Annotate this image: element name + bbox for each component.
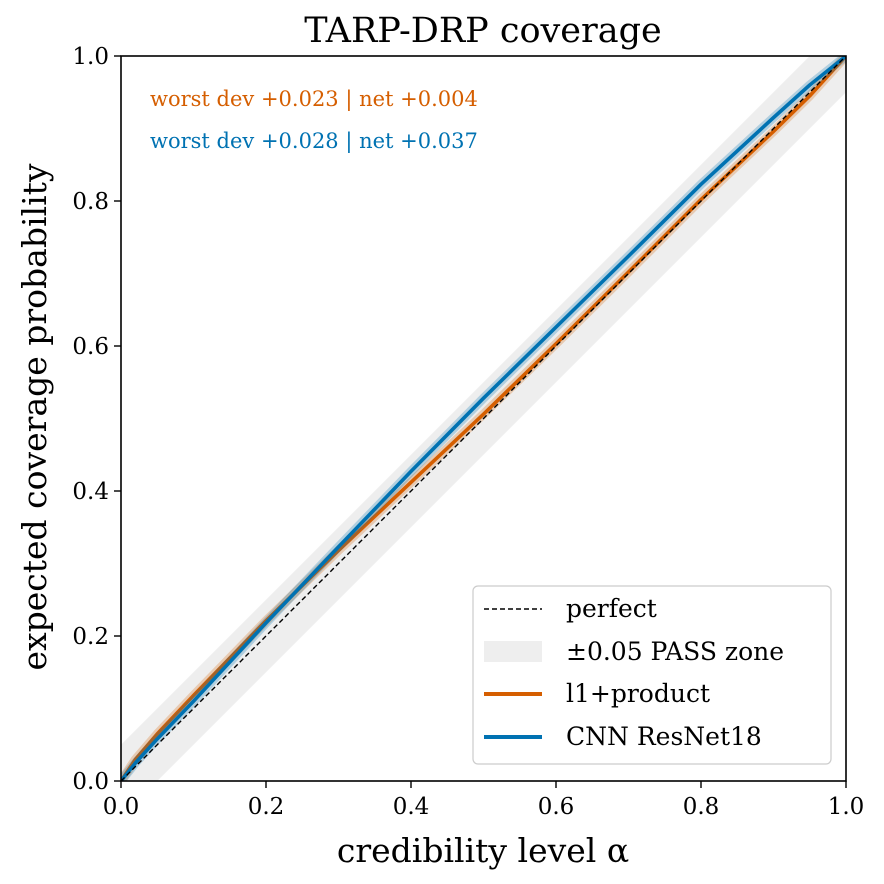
x-tick-label: 0.2 xyxy=(248,794,285,820)
y-tick-label: 0.8 xyxy=(72,189,109,215)
x-tick-label: 1.0 xyxy=(828,794,865,820)
plot-frame xyxy=(120,55,847,782)
y-axis-label: expected coverage probability xyxy=(15,163,54,670)
y-tick-label: 0.6 xyxy=(72,334,109,360)
annotation-cnn-resnet18: worst dev +0.028 | net +0.037 xyxy=(150,129,478,154)
series-line-cnn-resnet18 xyxy=(121,56,846,781)
x-tick-label: 0.0 xyxy=(103,794,140,820)
legend: perfect ±0.05 PASS zone l1+product CNN R… xyxy=(472,585,832,765)
legend-swatch-pass-zone xyxy=(484,641,542,662)
y-tick-label: 0.2 xyxy=(72,624,109,650)
x-tick-label: 0.6 xyxy=(538,794,575,820)
y-tick-label: 0.0 xyxy=(72,769,109,795)
legend-label-cnn-resnet18: CNN ResNet18 xyxy=(566,722,762,751)
series-layer xyxy=(121,56,846,781)
legend-label-l1-product: l1+product xyxy=(566,679,710,708)
series-line-perfect xyxy=(121,56,846,781)
series-line-l1-product xyxy=(121,56,846,781)
ticks-layer: 0.0 0.2 0.4 0.6 0.8 1.0 0.0 0.2 0.4 0.6 0.8 1.0 xyxy=(72,44,864,820)
y-tick-label: 0.4 xyxy=(72,479,109,505)
x-axis-label: credibility level α xyxy=(337,831,629,870)
y-tick-label: 1.0 xyxy=(72,44,109,70)
x-tick-label: 0.4 xyxy=(393,794,430,820)
chart-title: TARP-DRP coverage xyxy=(304,11,662,51)
legend-box xyxy=(472,585,832,765)
legend-label-perfect: perfect xyxy=(566,594,657,623)
annotation-l1-product: worst dev +0.023 | net +0.004 xyxy=(150,87,478,112)
legend-label-pass-zone: ±0.05 PASS zone xyxy=(566,637,784,666)
x-tick-label: 0.8 xyxy=(683,794,720,820)
